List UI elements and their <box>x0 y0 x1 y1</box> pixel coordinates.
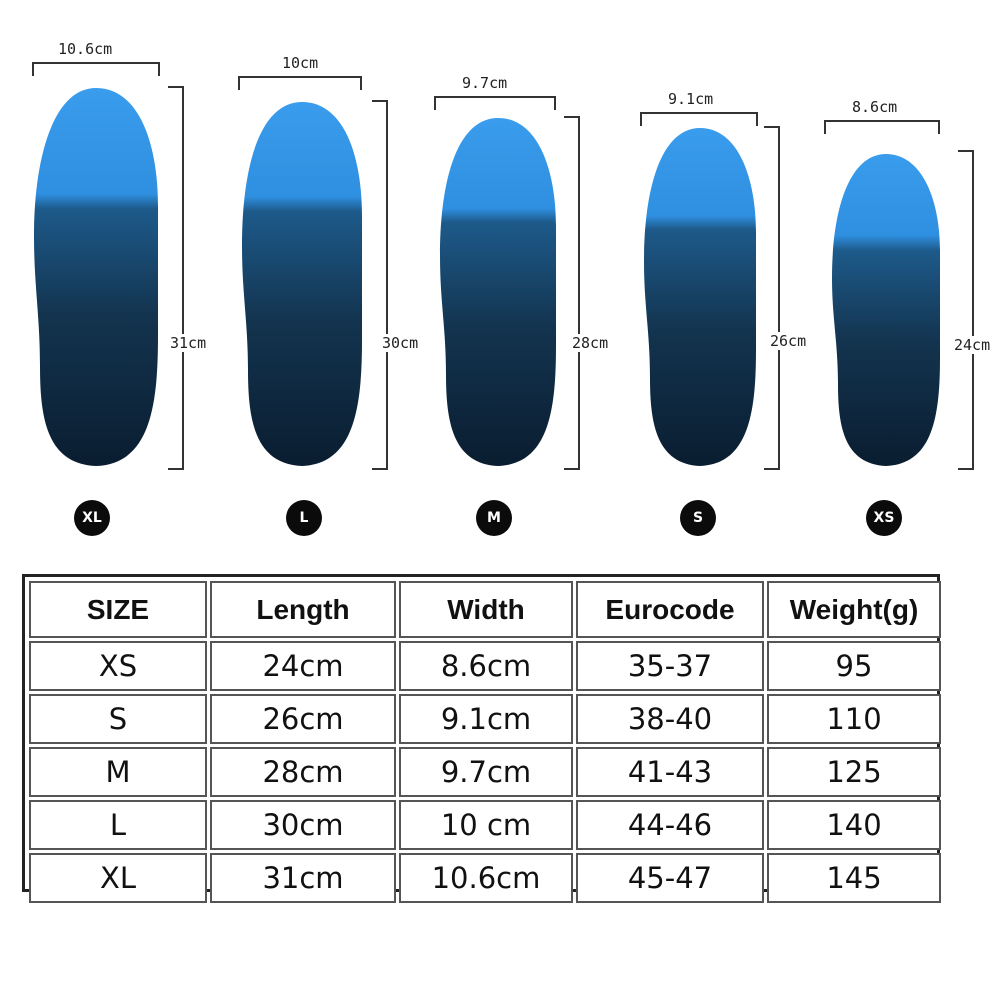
cell-width: 10 cm <box>399 800 573 850</box>
cell-width: 8.6cm <box>399 641 573 691</box>
insole-width-label: 10cm <box>282 54 319 72</box>
header-size: SIZE <box>29 581 207 638</box>
insole-length-label: 31cm <box>170 334 207 352</box>
cell-weight: 145 <box>767 853 941 903</box>
cell-width: 9.7cm <box>399 747 573 797</box>
length-bracket <box>564 116 580 470</box>
width-bracket <box>640 112 758 126</box>
width-bracket <box>32 62 160 76</box>
cell-length: 30cm <box>210 800 396 850</box>
width-bracket <box>824 120 940 134</box>
cell-eurocode: 41-43 <box>576 747 764 797</box>
header-eurocode: Eurocode <box>576 581 764 638</box>
cell-length: 31cm <box>210 853 396 903</box>
insole-length-label: 24cm <box>954 336 991 354</box>
size-badge-s: S <box>680 500 716 536</box>
length-bracket <box>764 126 780 470</box>
cell-weight: 110 <box>767 694 941 744</box>
insole-width-label: 9.7cm <box>462 74 508 92</box>
width-bracket <box>238 76 362 90</box>
length-bracket <box>958 150 974 470</box>
size-badge-xs: XS <box>866 500 902 536</box>
cell-weight: 125 <box>767 747 941 797</box>
cell-eurocode: 38-40 <box>576 694 764 744</box>
size-badge-xl: XL <box>74 500 110 536</box>
cell-eurocode: 35-37 <box>576 641 764 691</box>
cell-size: S <box>29 694 207 744</box>
cell-width: 9.1cm <box>399 694 573 744</box>
cell-length: 26cm <box>210 694 396 744</box>
cell-eurocode: 44-46 <box>576 800 764 850</box>
insole-width-label: 10.6cm <box>58 40 113 58</box>
insole-width-label: 8.6cm <box>852 98 898 116</box>
cell-length: 28cm <box>210 747 396 797</box>
length-bracket <box>168 86 184 470</box>
length-bracket <box>372 100 388 470</box>
cell-size: XL <box>29 853 207 903</box>
cell-weight: 95 <box>767 641 941 691</box>
header-weight: Weight(g) <box>767 581 941 638</box>
insole-length-label: 28cm <box>572 334 609 352</box>
cell-size: L <box>29 800 207 850</box>
size-chart-table: SIZE Length Width Eurocode Weight(g) XS … <box>22 574 941 903</box>
insole-image <box>440 118 556 466</box>
insole-width-label: 9.1cm <box>668 90 714 108</box>
insole-image <box>832 154 940 466</box>
insole-length-label: 30cm <box>382 334 419 352</box>
cell-size: XS <box>29 641 207 691</box>
insole-image <box>644 128 756 466</box>
insole-image <box>242 102 362 466</box>
cell-length: 24cm <box>210 641 396 691</box>
cell-eurocode: 45-47 <box>576 853 764 903</box>
size-badge-m: M <box>476 500 512 536</box>
width-bracket <box>434 96 556 110</box>
header-length: Length <box>210 581 396 638</box>
cell-width: 10.6cm <box>399 853 573 903</box>
insole-image <box>34 88 158 466</box>
cell-weight: 140 <box>767 800 941 850</box>
size-badge-l: L <box>286 500 322 536</box>
header-width: Width <box>399 581 573 638</box>
cell-size: M <box>29 747 207 797</box>
insole-length-label: 26cm <box>770 332 807 350</box>
insole-size-figure: 10.6cm 31cm XL 10cm 30cm <box>32 40 991 536</box>
